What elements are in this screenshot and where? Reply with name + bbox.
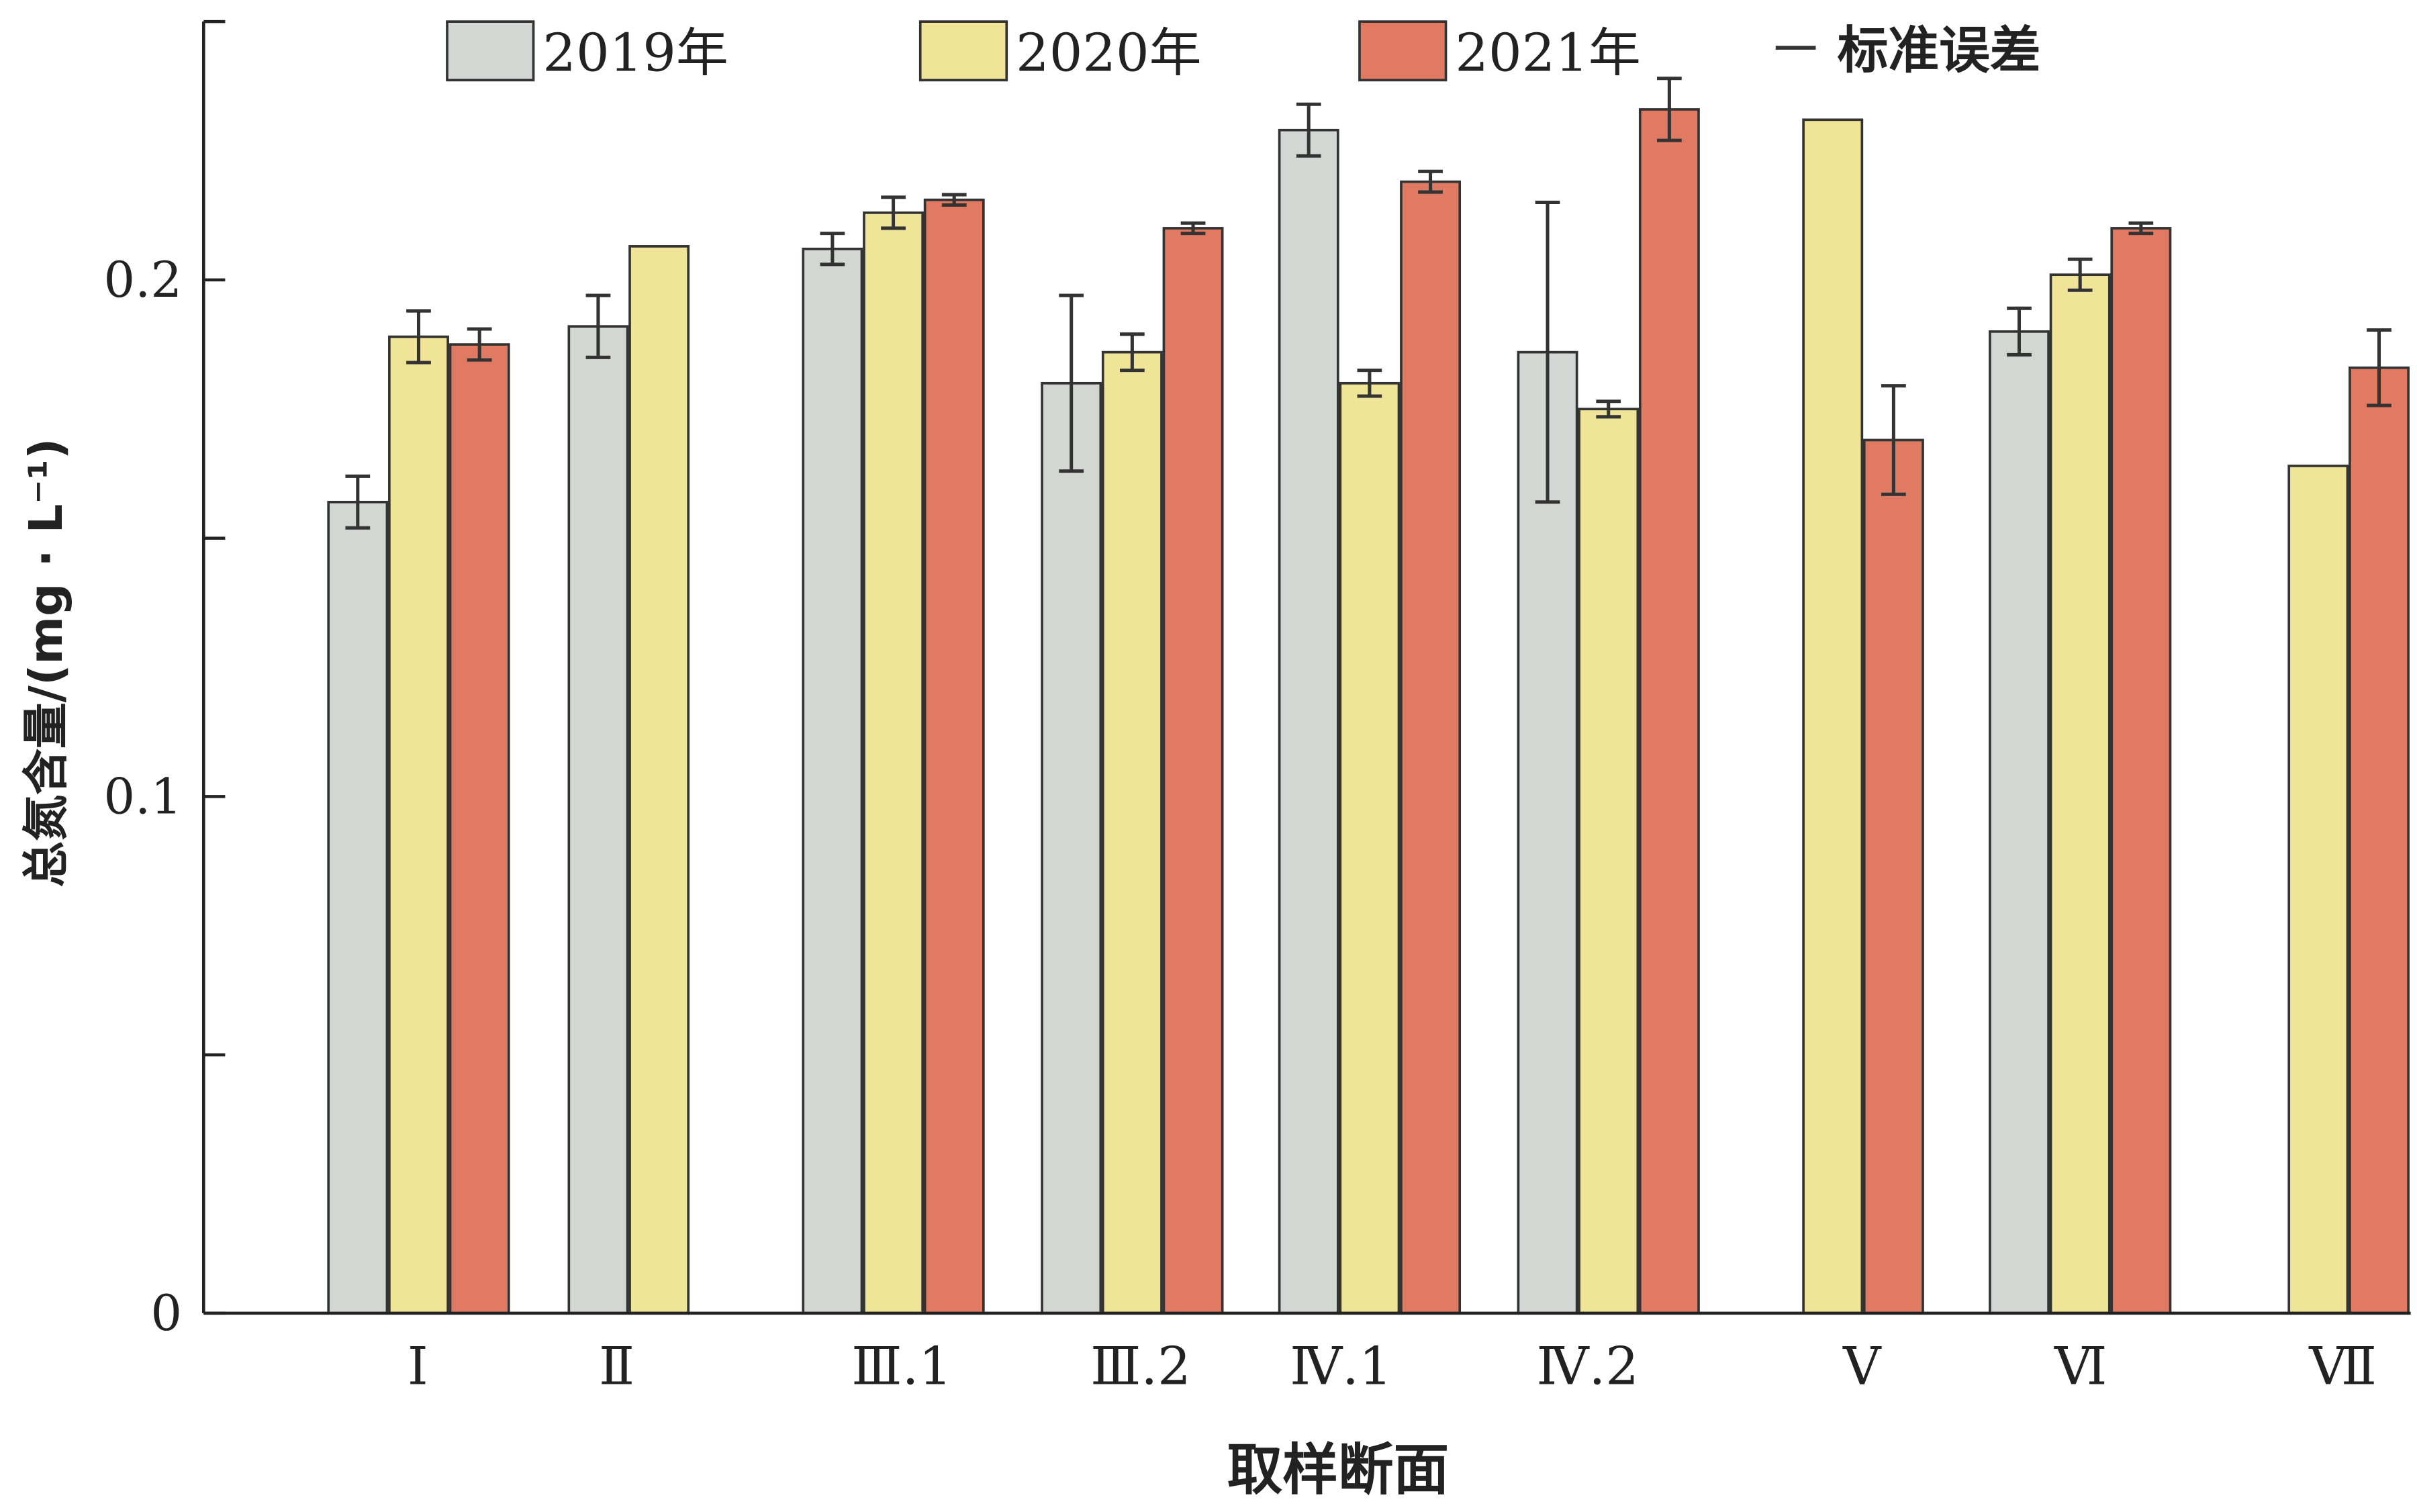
bar-2019年-Ⅱ xyxy=(567,325,629,1315)
bar-2019年-Ⅲ.1 xyxy=(802,247,863,1315)
error-legend-label: 标准误差 xyxy=(1838,21,2041,80)
error-bar xyxy=(585,293,611,359)
bar-2020年-Ⅶ xyxy=(2287,465,2349,1315)
legend: 2019年 2020年 2021年 标准误差 xyxy=(446,20,2041,84)
x-tick-label: Ⅵ xyxy=(2054,1336,2107,1397)
y-axis-title: 总氮含量/(mg · L⁻¹) xyxy=(19,438,73,888)
bars-layer xyxy=(327,77,2410,1315)
x-tick-label: Ⅳ.1 xyxy=(1290,1336,1392,1397)
bar-2020年-Ⅰ xyxy=(388,335,449,1315)
error-bar xyxy=(2067,257,2093,292)
bar-2019年-Ⅰ xyxy=(327,500,389,1315)
error-bar xyxy=(820,232,845,267)
bar-2020年-Ⅵ xyxy=(2049,273,2111,1315)
bar-2021年-Ⅴ xyxy=(1862,438,1924,1315)
error-bar xyxy=(1881,384,1906,496)
bar-2021年-Ⅳ.1 xyxy=(1400,180,1462,1315)
bar-2021年-Ⅶ xyxy=(2349,366,2410,1315)
x-tick-label: Ⅲ.2 xyxy=(1090,1336,1191,1397)
bar-2020年-Ⅴ xyxy=(1802,118,1864,1315)
x-tick-label: Ⅱ xyxy=(599,1336,634,1397)
legend-label: 2019年 xyxy=(542,23,728,84)
error-bar xyxy=(1418,169,1443,194)
x-tick-label: Ⅶ xyxy=(2308,1336,2377,1397)
error-bar xyxy=(1535,200,1560,504)
x-axis-title: 取样断面 xyxy=(1227,1438,1450,1503)
bar-2021年-Ⅳ.2 xyxy=(1638,108,1700,1315)
error-bar xyxy=(1296,102,1321,158)
error-bar xyxy=(1059,293,1084,473)
error-bar xyxy=(345,474,371,530)
error-bar xyxy=(2007,306,2032,357)
legend-label: 2020年 xyxy=(1016,23,1202,84)
error-bar xyxy=(2367,328,2391,408)
bar-2020年-Ⅳ.1 xyxy=(1339,381,1401,1315)
bar-2020年-Ⅲ.2 xyxy=(1101,350,1163,1315)
error-bar xyxy=(1120,332,1145,373)
error-bar xyxy=(406,309,431,365)
error-bar xyxy=(2128,221,2154,236)
bar-2021年-Ⅵ xyxy=(2110,227,2172,1315)
axes-layer: Ⅰ Ⅱ Ⅲ.1 Ⅲ.2 Ⅳ.1 Ⅳ.2 Ⅴ Ⅵ Ⅶ 0 0.1 0.2 xyxy=(103,19,2411,1397)
bar-2019年-Ⅲ.2 xyxy=(1041,381,1102,1315)
bar-2020年-Ⅲ.1 xyxy=(863,211,924,1315)
bar-2021年-Ⅰ xyxy=(448,343,510,1315)
error-bar xyxy=(941,193,967,207)
legend-swatch-2020年 xyxy=(918,20,1008,82)
x-tick-label: Ⅳ.2 xyxy=(1537,1336,1639,1397)
bar-2020年-Ⅱ xyxy=(628,245,690,1315)
bar-2019年-Ⅳ.2 xyxy=(1517,350,1578,1315)
x-tick-label: Ⅴ xyxy=(1842,1336,1882,1397)
bar-2020年-Ⅳ.2 xyxy=(1578,408,1640,1315)
error-bar xyxy=(467,327,492,362)
error-bar xyxy=(1357,369,1382,398)
y-tick-label: 0 xyxy=(150,1285,182,1342)
error-bar xyxy=(881,195,906,230)
bar-2021年-Ⅲ.2 xyxy=(1162,227,1224,1315)
x-tick-label: Ⅲ.1 xyxy=(851,1336,952,1397)
legend-swatch-2021年 xyxy=(1358,20,1448,82)
error-bar xyxy=(1657,77,1682,142)
y-tick-label: 0.2 xyxy=(103,252,182,309)
error-bar xyxy=(1596,399,1621,419)
x-tick-label: Ⅰ xyxy=(408,1336,428,1397)
bar-2019年-Ⅵ xyxy=(1989,330,2050,1315)
bar-2021年-Ⅲ.1 xyxy=(923,198,985,1315)
legend-swatch-2019年 xyxy=(446,20,535,82)
legend-label: 2021年 xyxy=(1455,23,1641,84)
y-tick-label: 0.1 xyxy=(103,769,182,826)
error-bar xyxy=(1180,221,1206,236)
bar-2019年-Ⅳ.1 xyxy=(1278,128,1339,1315)
